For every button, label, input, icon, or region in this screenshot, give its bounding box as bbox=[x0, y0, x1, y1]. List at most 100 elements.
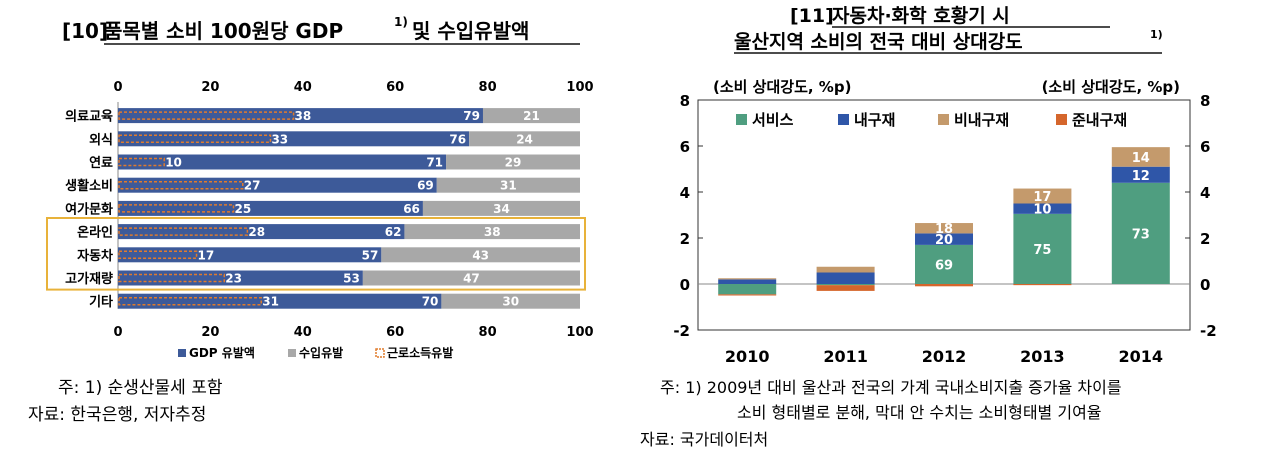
gdp-bar bbox=[118, 200, 423, 216]
import-value-label: 24 bbox=[516, 132, 533, 146]
left-title-suffix: 및 수입유발액 bbox=[412, 19, 529, 43]
left-note-1: 주: 1) 순생산물세 포함 bbox=[58, 378, 223, 398]
x-tick-label-bottom: 80 bbox=[479, 325, 497, 340]
gdp-value-label: 76 bbox=[449, 132, 466, 146]
stacked-bar-segment bbox=[1013, 213, 1072, 284]
import-bar bbox=[441, 293, 580, 309]
y-tick-label-right: 2 bbox=[1200, 230, 1210, 248]
right-chart: -2 -2 0 0 2 2 4 4 6 6 8 8 (소비 상대강도, %p) (소비 상대강도, %p)… bbox=[673, 78, 1216, 366]
legend-swatch bbox=[938, 114, 949, 125]
x-tick-label-bottom: 100 bbox=[566, 325, 593, 340]
y-axis-label-left: (소비 상대강도, %p) bbox=[713, 78, 851, 96]
labor-income-label: 10 bbox=[165, 156, 182, 170]
import-value-label: 47 bbox=[463, 272, 480, 286]
right-note-3: 자료: 국가데이터처 bbox=[640, 430, 768, 449]
stacked-bar-segment bbox=[915, 223, 973, 234]
right-title-line2: 울산지역 소비의 전국 대비 상대강도 bbox=[734, 31, 1023, 53]
category-label: 자동차 bbox=[77, 248, 113, 264]
left-title-sup: 1) bbox=[394, 15, 408, 29]
right-note-1: 주: 1) 2009년 대비 울산과 전국의 가계 국내소비지출 증가율 차이를 bbox=[660, 378, 1122, 397]
left-title-prefix: [10] bbox=[62, 19, 108, 43]
labor-income-label: 27 bbox=[244, 179, 261, 193]
highlight-box bbox=[46, 217, 586, 291]
y-tick-label-right: 6 bbox=[1200, 138, 1210, 156]
category-label: 여가문화 bbox=[65, 201, 113, 217]
y-tick-label-left: 6 bbox=[680, 138, 690, 156]
category-label: 외식 bbox=[89, 132, 113, 148]
x-tick-label-bottom: 40 bbox=[294, 325, 312, 340]
legend-label: 준내구재 bbox=[1072, 111, 1127, 129]
stacked-bar-segment bbox=[718, 294, 777, 296]
y-tick-label-right: -2 bbox=[1200, 322, 1217, 340]
x-tick-label-top: 100 bbox=[566, 80, 593, 95]
import-bar bbox=[362, 270, 580, 286]
category-label: 고가재량 bbox=[65, 272, 113, 287]
x-tick-label-bottom: 0 bbox=[113, 325, 122, 340]
bar-value-label: 17 bbox=[1033, 190, 1051, 205]
stacked-bar-segment bbox=[915, 284, 973, 287]
category-label: 생활소비 bbox=[65, 178, 113, 194]
legend-gdp-label: GDP 유발액 bbox=[189, 345, 255, 360]
labor-income-label: 38 bbox=[295, 109, 312, 123]
y-tick-label-left: 4 bbox=[680, 184, 690, 202]
legend-gdp-swatch bbox=[178, 349, 186, 357]
labor-income-bar bbox=[118, 296, 262, 306]
gdp-bar bbox=[118, 154, 447, 170]
labor-income-bar bbox=[118, 250, 198, 260]
right-title-prefix: [11] bbox=[790, 5, 834, 27]
gdp-value-label: 69 bbox=[417, 179, 434, 193]
stacked-bar-segment bbox=[915, 233, 973, 245]
x-tick-label: 2013 bbox=[1020, 347, 1065, 366]
import-bar bbox=[381, 247, 580, 263]
y-tick-label-left: 8 bbox=[680, 92, 690, 110]
y-tick-label-right: 4 bbox=[1200, 184, 1210, 202]
labor-income-label: 23 bbox=[225, 272, 242, 286]
labor-income-bar bbox=[118, 204, 235, 213]
x-tick-label-bottom: 20 bbox=[201, 325, 219, 340]
legend-swatch bbox=[838, 114, 849, 125]
legend-label: 서비스 bbox=[752, 111, 794, 129]
x-tick-label-top: 60 bbox=[386, 80, 404, 95]
bar-value-label: 10 bbox=[1033, 203, 1051, 218]
labor-income-bar bbox=[118, 134, 272, 144]
labor-income-label: 31 bbox=[262, 295, 279, 309]
x-tick-label-bottom: 60 bbox=[386, 325, 404, 340]
import-value-label: 30 bbox=[502, 295, 519, 309]
gdp-bar bbox=[118, 131, 470, 147]
import-bar bbox=[482, 108, 580, 124]
legend-swatch bbox=[736, 114, 747, 125]
legend-import-swatch bbox=[288, 349, 296, 357]
gdp-bar bbox=[118, 177, 437, 193]
stacked-bar-segment bbox=[1111, 166, 1170, 183]
gdp-value-label: 62 bbox=[385, 225, 402, 239]
x-tick-label-top: 0 bbox=[113, 80, 122, 95]
import-bar bbox=[422, 200, 580, 216]
import-bar bbox=[404, 224, 580, 240]
category-label: 의료교육 bbox=[65, 109, 113, 125]
stacked-bar-segment bbox=[1111, 182, 1170, 284]
labor-income-bar bbox=[118, 180, 244, 190]
left-title-main: 품목별 소비 100원당 GDP bbox=[104, 19, 343, 43]
stacked-bar-segment bbox=[1013, 284, 1072, 286]
stacked-bar-segment bbox=[816, 272, 875, 284]
gdp-bar bbox=[118, 293, 442, 309]
y-tick-label-left: 0 bbox=[680, 276, 690, 294]
gdp-value-label: 66 bbox=[403, 202, 420, 216]
stacked-bar-segment bbox=[1013, 203, 1072, 214]
import-value-label: 31 bbox=[500, 179, 517, 193]
x-tick-label: 2011 bbox=[823, 347, 868, 366]
labor-income-label: 17 bbox=[198, 248, 215, 262]
gdp-value-label: 79 bbox=[463, 109, 480, 123]
right-title-sup: 1) bbox=[1150, 28, 1163, 41]
labor-income-label: 25 bbox=[235, 202, 252, 216]
gdp-bar bbox=[118, 247, 382, 263]
labor-income-label: 28 bbox=[248, 225, 265, 239]
bar-value-label: 18 bbox=[935, 222, 953, 237]
import-value-label: 34 bbox=[493, 202, 510, 216]
bar-value-label: 69 bbox=[935, 258, 953, 273]
plot-frame bbox=[697, 99, 1191, 331]
legend-import-label: 수입유발 bbox=[299, 345, 343, 360]
labor-income-bar bbox=[118, 111, 295, 120]
left-note-2: 자료: 한국은행, 저자추정 bbox=[28, 405, 206, 425]
legend-label: 비내구재 bbox=[954, 111, 1009, 129]
